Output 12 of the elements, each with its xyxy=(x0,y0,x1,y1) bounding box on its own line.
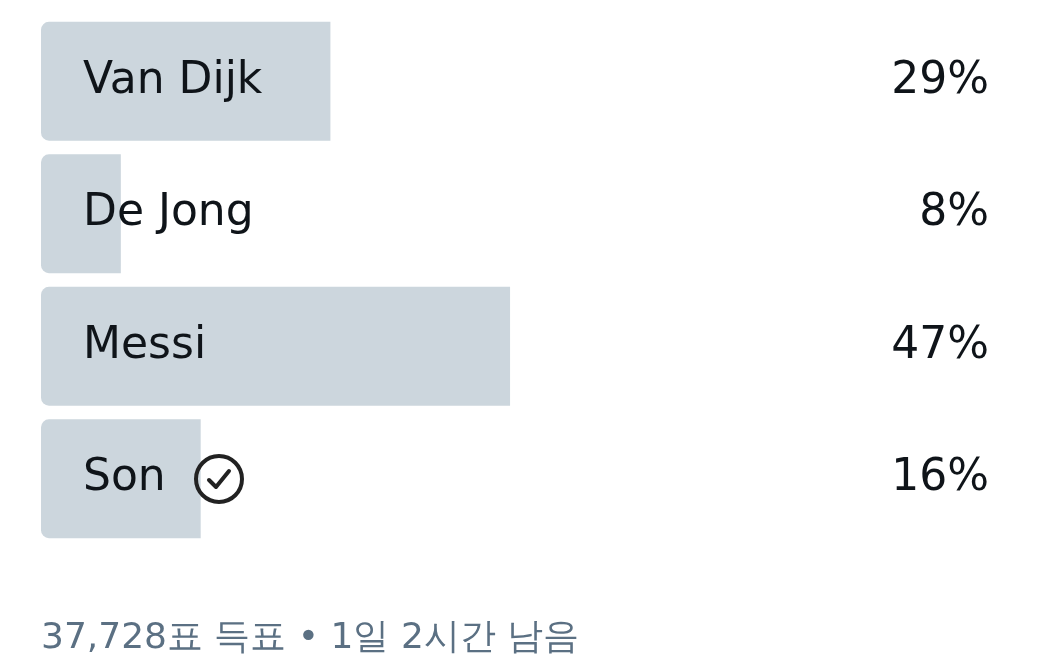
data-label: 16% xyxy=(891,449,989,501)
y-tick-label: Messi xyxy=(83,316,207,368)
data-label: 47% xyxy=(891,316,989,368)
bar xyxy=(41,419,201,539)
y-tick-label: Son xyxy=(83,449,166,501)
y-tick-label: De Jong xyxy=(83,184,254,236)
data-label: 8% xyxy=(919,184,989,236)
bar xyxy=(41,286,511,406)
text: 37,728표 득표 • 1일 2시간 남음 xyxy=(41,614,580,658)
data-label: 29% xyxy=(891,51,989,103)
y-tick-label: Van Dijk xyxy=(83,51,263,103)
bar xyxy=(41,21,331,141)
